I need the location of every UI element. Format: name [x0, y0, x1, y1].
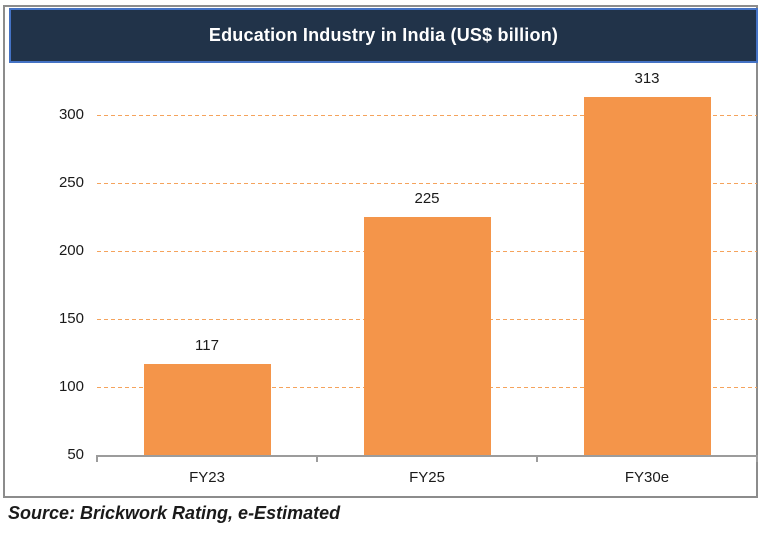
- x-axis-tick: [756, 455, 758, 462]
- x-axis-line: [97, 455, 757, 457]
- bar-FY25: [364, 217, 491, 455]
- gridline-300: [97, 115, 757, 116]
- source-note: Source: Brickwork Rating, e-Estimated: [8, 503, 341, 523]
- y-axis-label: 50: [67, 446, 84, 463]
- x-axis-tick: [536, 455, 538, 462]
- data-label-FY30e: 313: [634, 70, 660, 87]
- data-label-FY25: 225: [414, 190, 440, 207]
- x-axis-label-FY23: FY23: [189, 469, 225, 486]
- y-axis-label: 250: [58, 174, 84, 191]
- y-axis-label: 150: [58, 310, 84, 327]
- chart-title-bar: Education Industry in India (US$ billion…: [9, 8, 758, 63]
- y-axis-label: 200: [58, 242, 84, 259]
- y-axis-label: 300: [58, 106, 84, 123]
- bar-FY30e: [584, 97, 711, 455]
- bar-FY23: [144, 364, 271, 455]
- x-axis-tick: [96, 455, 98, 462]
- gridline-250: [97, 183, 757, 184]
- x-axis-label-FY30e: FY30e: [624, 469, 670, 486]
- y-axis-label: 100: [58, 378, 84, 395]
- x-axis-tick: [316, 455, 318, 462]
- data-label-FY23: 117: [195, 337, 219, 354]
- x-axis-label-FY25: FY25: [409, 469, 445, 486]
- chart-title: Education Industry in India (US$ billion…: [208, 25, 559, 45]
